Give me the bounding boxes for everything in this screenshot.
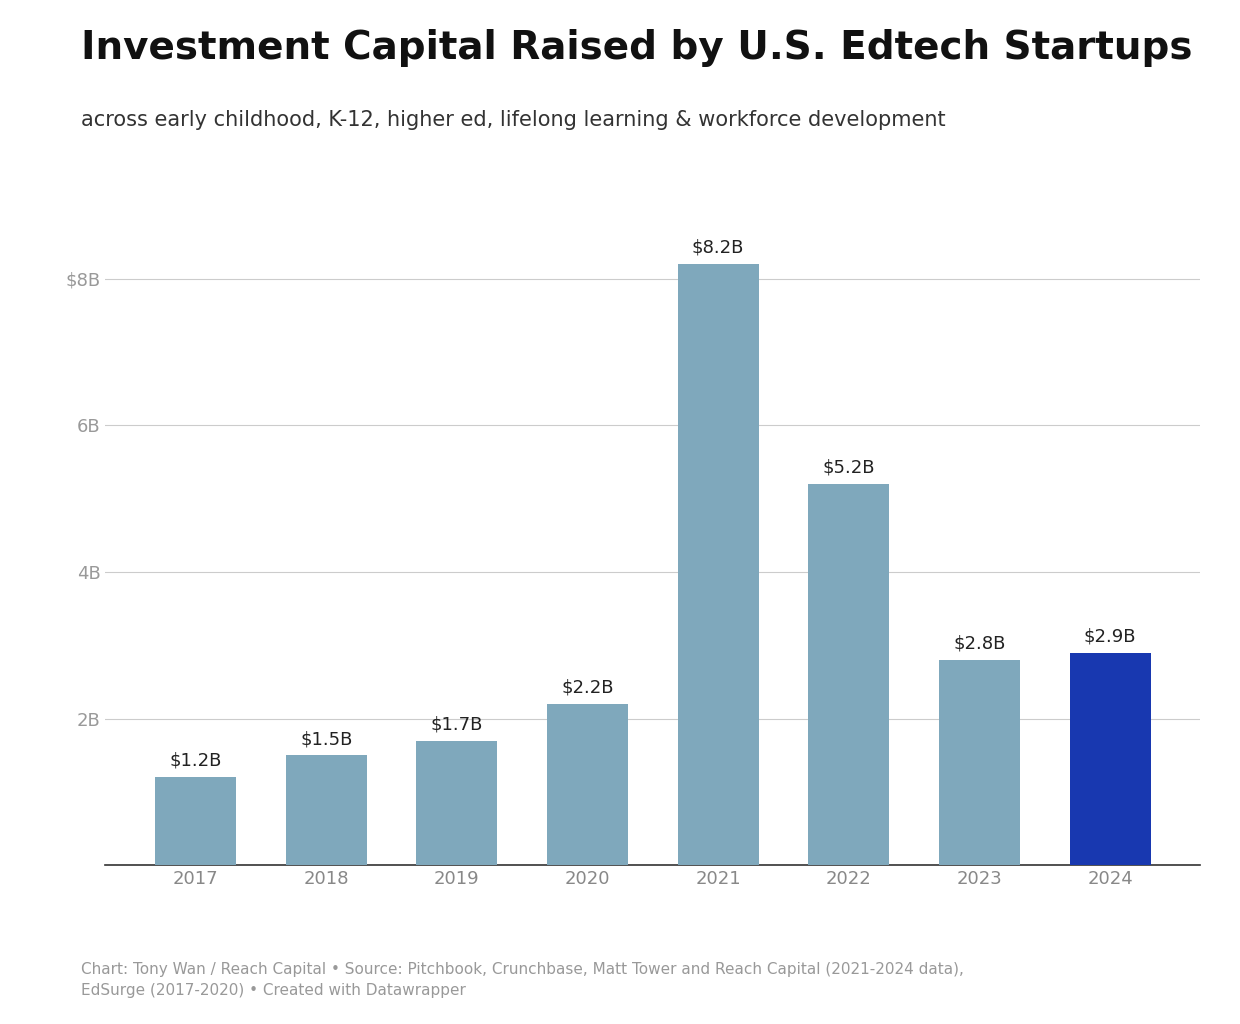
Text: across early childhood, K-12, higher ed, lifelong learning & workforce developme: across early childhood, K-12, higher ed,… <box>81 110 945 130</box>
Text: $2.9B: $2.9B <box>1084 628 1136 645</box>
Bar <box>547 705 627 865</box>
Text: $5.2B: $5.2B <box>822 459 875 477</box>
Bar <box>939 660 1021 865</box>
Bar <box>417 740 497 865</box>
Text: $1.5B: $1.5B <box>300 730 352 748</box>
Bar <box>155 777 236 865</box>
Bar <box>808 484 889 865</box>
Text: $2.8B: $2.8B <box>954 635 1006 652</box>
Bar <box>678 264 759 865</box>
Bar <box>1070 652 1151 865</box>
Bar <box>285 756 367 865</box>
Text: $2.2B: $2.2B <box>562 679 614 696</box>
Text: Chart: Tony Wan / Reach Capital • Source: Pitchbook, Crunchbase, Matt Tower and : Chart: Tony Wan / Reach Capital • Source… <box>81 963 963 998</box>
Text: $1.2B: $1.2B <box>170 752 222 770</box>
Text: $1.7B: $1.7B <box>430 716 484 733</box>
Text: Investment Capital Raised by U.S. Edtech Startups: Investment Capital Raised by U.S. Edtech… <box>81 29 1192 67</box>
Text: $8.2B: $8.2B <box>692 239 744 257</box>
